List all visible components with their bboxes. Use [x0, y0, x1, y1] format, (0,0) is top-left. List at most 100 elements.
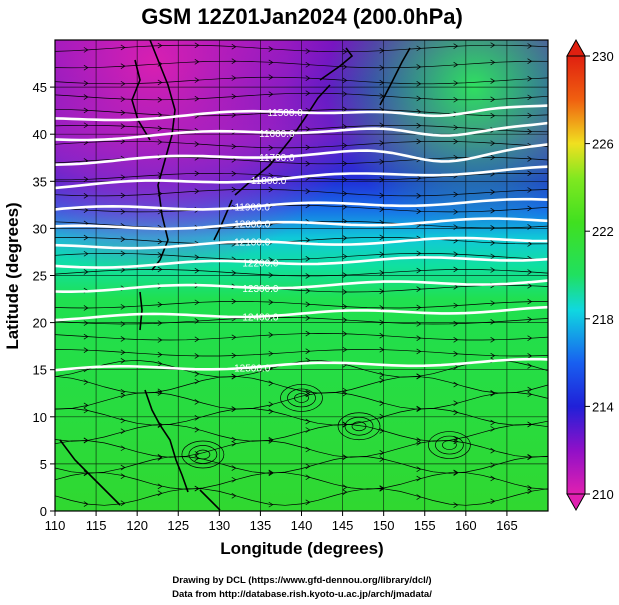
wind-arrow [490, 207, 496, 214]
streamline [55, 472, 548, 490]
wind-arrow [268, 469, 274, 476]
wind-arrow [305, 389, 311, 396]
wind-arrow [83, 347, 89, 354]
wind-arrow [157, 172, 163, 178]
x-tick-label: 120 [126, 518, 148, 533]
streamline [55, 333, 548, 341]
wind-arrow [231, 436, 237, 443]
y-tick-label: 5 [40, 457, 47, 472]
wind-arrow [305, 144, 311, 151]
wind-arrow [194, 336, 200, 343]
contour-line [55, 305, 548, 322]
wind-arrow [231, 58, 237, 65]
contour-label: 11700.0 [259, 153, 295, 164]
contour-line [55, 279, 548, 293]
contour-line [55, 143, 548, 166]
wind-arrow [157, 238, 163, 245]
wind-arrow [527, 205, 533, 212]
wind-arrow [231, 186, 237, 193]
wind-arrow [342, 190, 348, 197]
wind-arrow [157, 320, 163, 326]
wind-arrow [268, 436, 274, 443]
x-tick-label: 160 [455, 518, 477, 533]
streamline [55, 60, 548, 69]
wind-arrow [416, 373, 422, 379]
wind-arrow [305, 288, 311, 294]
wind-arrow [342, 106, 348, 113]
y-tick-label: 20 [33, 316, 47, 331]
wind-arrow [342, 346, 348, 353]
wind-arrow [231, 298, 237, 305]
wind-arrow [527, 112, 533, 119]
wind-arrow [490, 390, 496, 396]
wind-arrow [379, 332, 385, 339]
wind-arrow [527, 454, 533, 461]
wind-arrow [527, 363, 533, 369]
wind-arrow [490, 78, 496, 84]
wind-arrow [379, 346, 385, 353]
wind-arrow [83, 320, 89, 326]
wind-arrow [453, 209, 459, 215]
wind-arrow [379, 93, 385, 99]
wind-arrow [194, 485, 200, 492]
wind-arrow [83, 64, 89, 71]
wind-arrow [194, 170, 200, 177]
wind-arrow [157, 266, 163, 273]
wind-arrow [268, 172, 274, 179]
wind-arrow [268, 299, 274, 306]
contour-label: 12400.0 [242, 313, 279, 324]
wind-arrow [379, 159, 385, 165]
wind-arrow [490, 253, 496, 260]
contour-line [55, 256, 548, 269]
x-axis-label: Longitude (degrees) [220, 539, 383, 558]
streamline [55, 108, 548, 117]
wind-arrow [527, 94, 533, 101]
contour-label: 12200.0 [242, 258, 279, 269]
wind-arrow [527, 224, 533, 230]
wind-arrow [416, 250, 422, 257]
wind-arrow [342, 454, 348, 460]
wind-arrow [194, 318, 200, 324]
wind-arrow [342, 484, 348, 491]
wind-arrow [194, 426, 200, 433]
wind-arrow [527, 170, 533, 177]
wind-arrow [305, 237, 311, 243]
wind-arrow [120, 96, 126, 102]
streamline [55, 76, 548, 85]
contour-label: 11600.0 [259, 129, 295, 140]
wind-arrow [305, 315, 311, 321]
y-tick-label: 40 [33, 127, 47, 142]
wind-arrow [342, 272, 348, 278]
wind-arrow [416, 286, 422, 292]
wind-arrow [453, 191, 459, 198]
wind-arrow [268, 332, 274, 338]
wind-arrow [120, 428, 126, 434]
wind-arrow [305, 160, 311, 167]
wind-arrow [268, 350, 274, 357]
borneo-coast [199, 489, 221, 511]
wind-arrow [453, 302, 459, 309]
wind-arrow [416, 45, 422, 52]
wind-arrow [231, 440, 237, 447]
wind-arrow [157, 337, 163, 343]
wind-arrow [268, 74, 274, 81]
wind-arrow [157, 125, 163, 132]
wind-arrow [379, 140, 385, 146]
wind-arrow [416, 109, 422, 115]
wind-arrow [305, 499, 311, 506]
circulation-eddy [428, 431, 471, 459]
wind-arrow [83, 305, 89, 311]
wind-arrow [379, 413, 385, 420]
wind-arrow [342, 218, 348, 225]
wind-arrow [342, 317, 348, 323]
wind-arrow [194, 378, 200, 385]
wind-arrow [83, 80, 89, 87]
wind-arrow [490, 319, 496, 325]
wind-arrow [194, 77, 200, 83]
wind-arrow [416, 193, 422, 199]
wind-arrow [527, 241, 533, 247]
contour-line [55, 197, 548, 211]
streamline [55, 456, 548, 474]
circulation-eddy [351, 421, 367, 432]
circulation-eddy [188, 445, 218, 464]
